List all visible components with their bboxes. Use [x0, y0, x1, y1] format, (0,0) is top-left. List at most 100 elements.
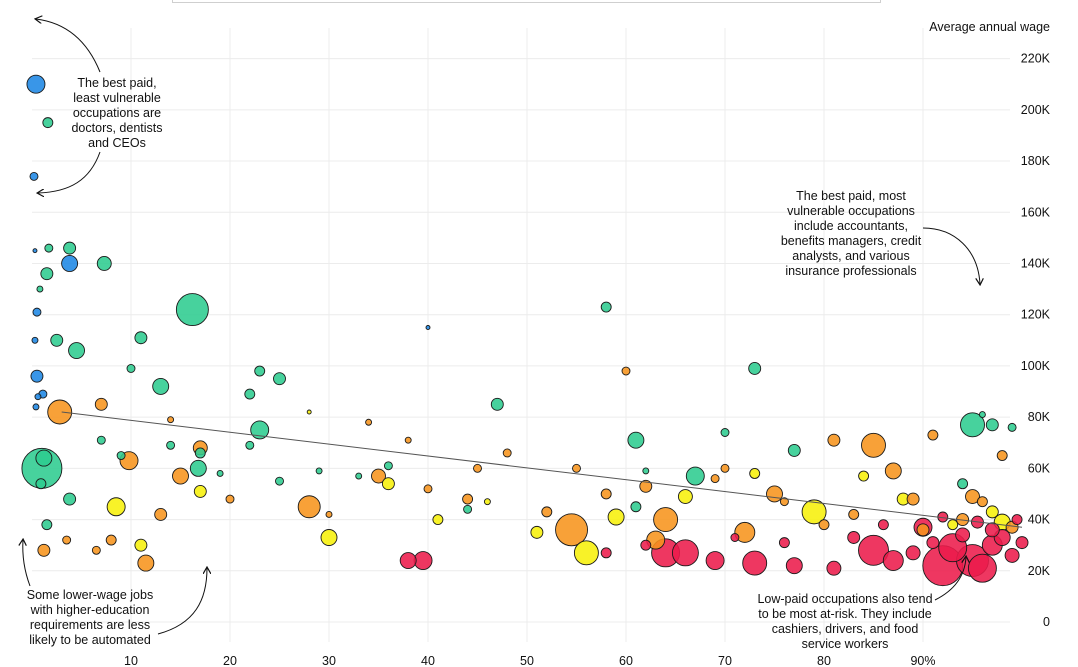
data-point-yellow [432, 514, 444, 526]
data-point-red [847, 531, 861, 544]
data-point-green [642, 467, 650, 475]
data-point-red [671, 539, 699, 567]
data-point-blue [425, 325, 431, 330]
data-point-green [42, 117, 54, 129]
data-point-green [627, 431, 645, 449]
data-point-yellow [801, 499, 827, 525]
data-point-green [68, 342, 86, 359]
data-point-green [355, 472, 363, 480]
data-point-orange [734, 521, 756, 543]
data-point-green [35, 478, 47, 490]
data-point-orange [710, 474, 720, 484]
data-point-orange [325, 510, 333, 518]
data-point-orange [555, 513, 588, 547]
y-tick-label: 180K [1021, 154, 1051, 168]
data-point-orange [916, 523, 930, 537]
data-point-green [630, 501, 642, 513]
data-point-green [116, 451, 126, 460]
data-point-green [957, 478, 969, 490]
data-point-orange [766, 485, 783, 503]
data-point-blue [26, 74, 46, 94]
data-point-red [730, 533, 740, 542]
trend-line [61, 411, 1023, 528]
y-tick-label: 120K [1021, 308, 1051, 322]
x-axis: 10 20 30 40 50 60 70 80 90% [124, 654, 935, 667]
data-point-red [399, 552, 417, 569]
data-point-yellow [306, 409, 312, 415]
data-point-yellow [193, 484, 207, 498]
x-tick-label: 20 [223, 654, 237, 667]
data-point-green [787, 443, 801, 457]
data-point-green [166, 440, 176, 450]
data-point-green [36, 285, 44, 293]
trend-line-group [61, 411, 1023, 528]
data-point-red [413, 551, 433, 570]
data-point-orange [423, 484, 433, 494]
data-point-green [273, 372, 286, 386]
data-point-orange [653, 507, 679, 533]
gridlines [32, 28, 1010, 642]
data-point-orange [541, 506, 553, 518]
y-tick-label: 60K [1028, 461, 1051, 475]
x-tick-label: 70 [718, 654, 732, 667]
data-point-red [967, 553, 997, 583]
data-points [21, 74, 1029, 587]
data-point-orange [473, 463, 482, 473]
data-point-red [826, 560, 842, 576]
arrow-bottom-left-a [23, 540, 31, 587]
data-point-green [254, 365, 266, 377]
data-point-orange [884, 462, 902, 480]
data-point-orange [720, 463, 730, 473]
data-point-green [216, 470, 224, 477]
data-point-blue [32, 307, 42, 317]
data-point-orange [91, 545, 101, 555]
data-point-green [978, 411, 986, 419]
data-point-orange [861, 432, 886, 458]
data-point-green [960, 412, 985, 438]
data-point-orange [600, 488, 612, 500]
data-point-green [685, 466, 705, 486]
x-tick-label: 60 [619, 654, 633, 667]
data-point-green [189, 459, 207, 477]
data-point-orange [225, 494, 235, 504]
data-point-green [245, 440, 255, 450]
y-tick-label: 0 [1043, 615, 1050, 629]
y-tick-label: 80K [1028, 410, 1051, 424]
data-point-orange [906, 492, 920, 506]
data-point-yellow [985, 505, 999, 519]
data-point-orange [621, 366, 631, 376]
data-point-blue [61, 255, 79, 272]
data-point-orange [572, 463, 581, 473]
data-point-red [882, 550, 904, 571]
data-point-green [35, 449, 53, 467]
data-point-green [41, 519, 53, 531]
x-tick-label: 50 [520, 654, 534, 667]
data-point-yellow [947, 519, 959, 531]
annotation-bottom-right: Low-paid occupations also tend to be mos… [757, 592, 933, 651]
y-tick-label: 220K [1021, 52, 1051, 66]
data-point-orange [297, 495, 321, 519]
data-point-yellow [320, 529, 338, 546]
y-tick-label: 40K [1028, 513, 1051, 527]
data-point-yellow [134, 538, 148, 552]
arrow-top-left-down [38, 151, 101, 193]
data-point-red [640, 539, 652, 551]
data-point-green [63, 241, 77, 255]
data-point-green [126, 364, 136, 373]
arrow-top-left-up [36, 19, 101, 73]
data-point-red [858, 534, 889, 566]
data-point-green [985, 418, 999, 432]
data-point-orange [167, 416, 175, 424]
data-point-green [275, 476, 284, 486]
data-point-yellow [607, 508, 625, 526]
data-point-green [44, 243, 54, 253]
x-tick-label: 30 [322, 654, 336, 667]
data-point-orange [462, 493, 474, 505]
data-point-orange [996, 450, 1008, 461]
data-point-red [1004, 547, 1020, 563]
data-point-orange [105, 534, 117, 546]
y-tick-label: 100K [1021, 359, 1051, 373]
data-point-red [1015, 536, 1029, 550]
data-point-green [40, 267, 54, 281]
